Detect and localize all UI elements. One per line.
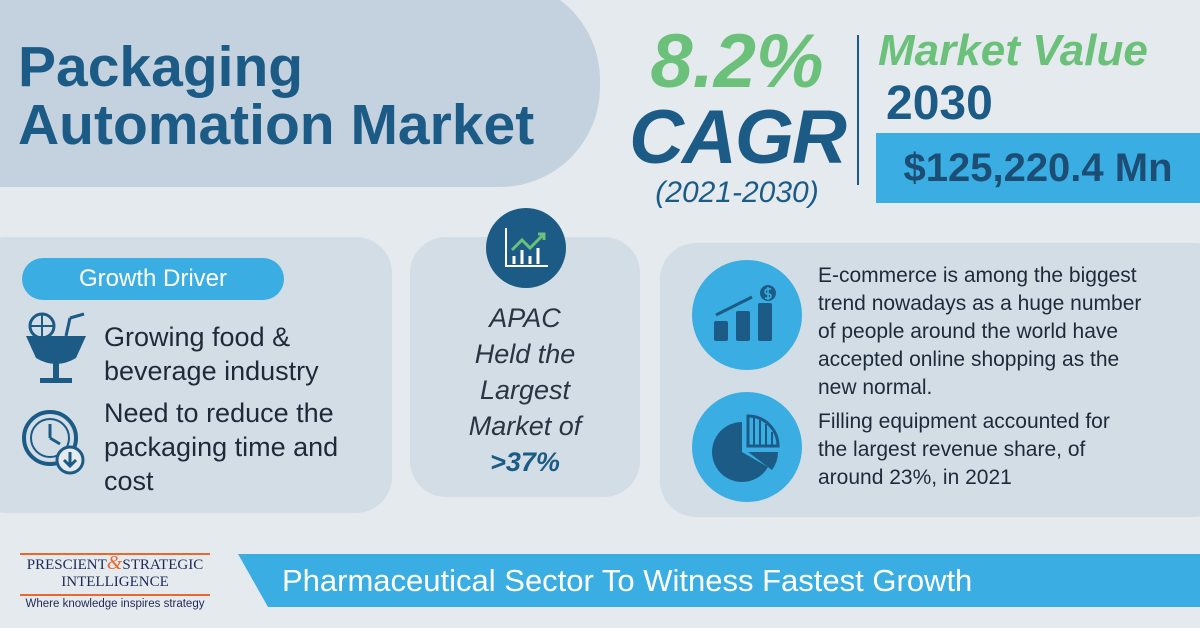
insight-text: Filling equipment accounted for the large… bbox=[818, 408, 1110, 492]
pie-chart-icon bbox=[692, 392, 802, 502]
cagr-label: CAGR bbox=[629, 95, 847, 180]
divider bbox=[857, 35, 859, 185]
insight-line: new normal. bbox=[818, 376, 933, 399]
page-title: Packaging Automation Market bbox=[18, 38, 534, 154]
title-line: Automation Market bbox=[18, 93, 535, 157]
growth-chart-icon bbox=[486, 208, 566, 288]
apac-stat: APAC Held the Largest Market of >37% bbox=[410, 300, 640, 480]
insight-line: around 23%, in 2021 bbox=[818, 466, 1012, 489]
insight-line: of people around the world have bbox=[818, 320, 1119, 343]
title-banner bbox=[0, 0, 600, 187]
logo-tagline: Where knowledge inspires strategy bbox=[25, 598, 205, 610]
revenue-growth-icon bbox=[692, 260, 802, 370]
apac-line: Largest bbox=[479, 375, 571, 405]
apac-line: Held the bbox=[474, 339, 576, 369]
logo-text: STRATEGIC bbox=[122, 557, 204, 573]
driver-text: Need to reduce the packaging time and cost bbox=[104, 396, 338, 498]
insight-line: trend nowadays as a huge number bbox=[818, 292, 1142, 315]
growth-driver-badge: Growth Driver bbox=[22, 258, 284, 300]
driver-line: beverage industry bbox=[104, 356, 319, 386]
logo-text: INTELLIGENCE bbox=[61, 574, 169, 590]
driver-text: Growing food & beverage industry bbox=[104, 320, 319, 388]
apac-line: Market of bbox=[468, 411, 582, 441]
insight-line: accepted online shopping as the bbox=[818, 348, 1120, 371]
apac-value: >37% bbox=[490, 447, 560, 477]
beverage-glass-icon bbox=[26, 312, 86, 383]
apac-line: APAC bbox=[489, 303, 561, 333]
logo-rule bbox=[20, 553, 210, 555]
driver-line: Need to reduce the bbox=[104, 398, 334, 428]
driver-line: Growing food & bbox=[104, 322, 291, 352]
insight-line: the largest revenue share, of bbox=[818, 438, 1086, 461]
market-value-amount: $125,220.4 Mn bbox=[876, 133, 1200, 203]
title-line: Packaging bbox=[18, 35, 304, 99]
market-value-year: 2030 bbox=[886, 77, 993, 130]
company-logo: PRESCIENT&STRATEGIC INTELLIGENCE Where k… bbox=[20, 553, 210, 610]
highlight-banner: Pharmaceutical Sector To Witness Fastest… bbox=[238, 554, 1200, 607]
cagr-period: (2021-2030) bbox=[655, 176, 819, 209]
cagr-value: 8.2% bbox=[650, 19, 824, 104]
driver-line: cost bbox=[104, 466, 154, 496]
logo-rule bbox=[20, 594, 210, 596]
insight-text: E-commerce is among the biggest trend now… bbox=[818, 262, 1141, 402]
market-value-label: Market Value bbox=[878, 26, 1148, 75]
logo-text: PRESCIENT bbox=[26, 557, 107, 573]
logo-ampersand: & bbox=[106, 552, 123, 574]
driver-line: packaging time and bbox=[104, 432, 339, 462]
clock-down-icon bbox=[22, 410, 85, 475]
insight-line: Filling equipment accounted for bbox=[818, 410, 1110, 433]
insight-line: E-commerce is among the biggest bbox=[818, 264, 1137, 287]
